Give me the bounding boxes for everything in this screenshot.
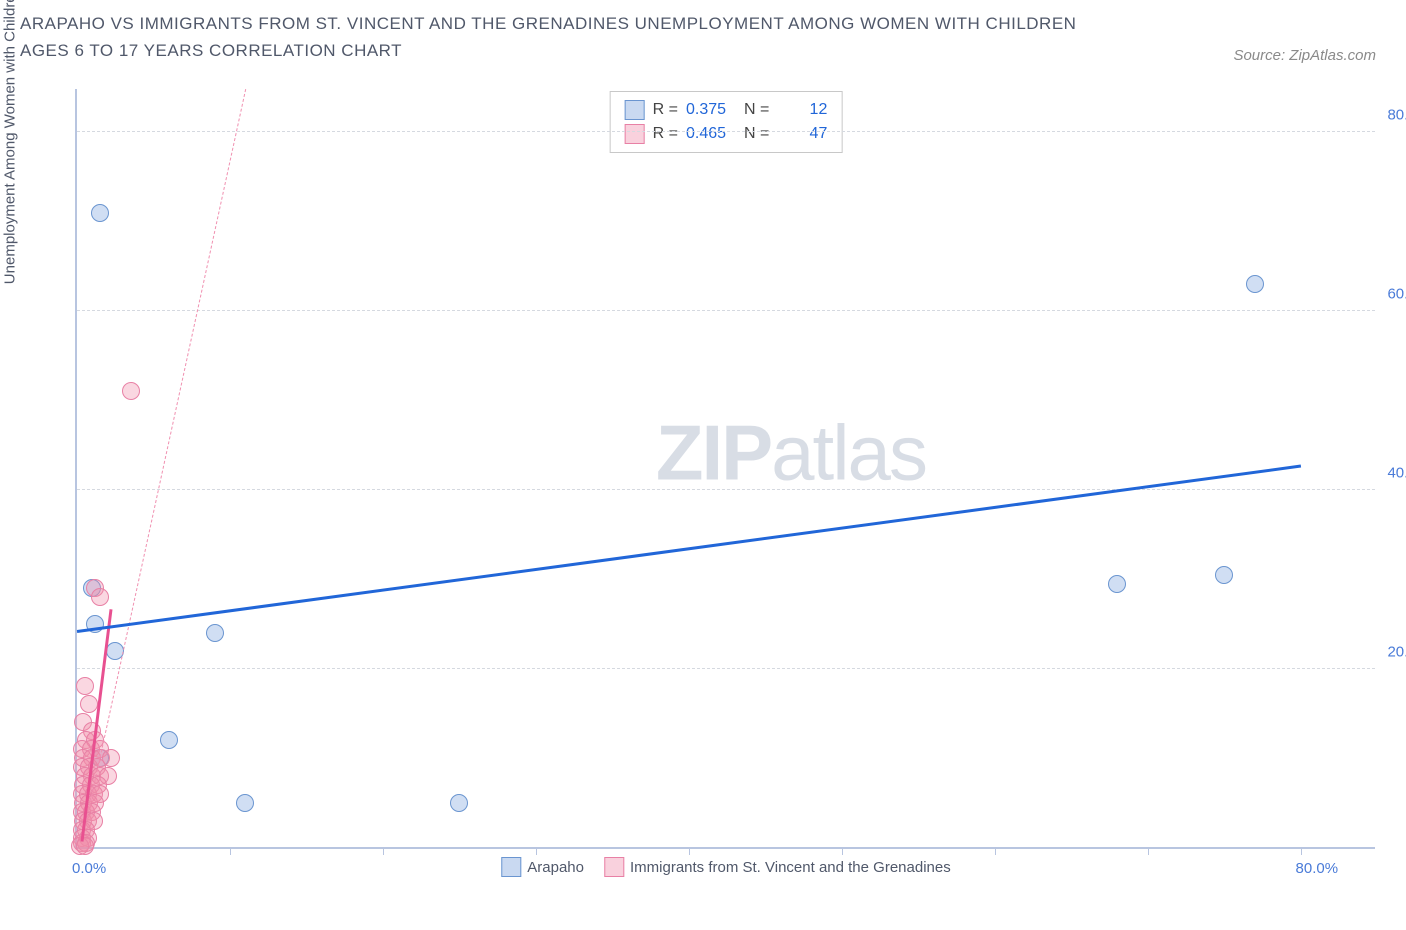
x-tick-mark [842,847,843,855]
scatter-point-immigrants [76,677,94,695]
trendline-arapaho [77,465,1301,633]
x-tick-mark [536,847,537,855]
scatter-point-arapaho [91,204,109,222]
scatter-point-arapaho [1215,566,1233,584]
watermark-light: atlas [771,409,926,497]
source-attribution: Source: ZipAtlas.com [1233,47,1376,64]
y-tick-label: 60.0% [1387,285,1406,302]
legend-label-arapaho: Arapaho [527,859,584,876]
correlation-stats-box: R = 0.375 N = 12 R = 0.465 N = 47 [610,91,843,153]
x-tick-mark [995,847,996,855]
swatch-blue-icon [501,857,521,877]
y-axis-label: Unemployment Among Women with Children A… [2,0,19,285]
r-value-immigrants: 0.465 [686,125,736,143]
legend-item-immigrants: Immigrants from St. Vincent and the Gren… [604,857,951,877]
stats-row-immigrants: R = 0.465 N = 47 [625,122,828,146]
r-value-arapaho: 0.375 [686,101,736,119]
chart-title: ARAPAHO VS IMMIGRANTS FROM ST. VINCENT A… [20,10,1120,64]
x-tick-mark [1301,847,1302,855]
swatch-pink-icon [604,857,624,877]
legend-item-arapaho: Arapaho [501,857,584,877]
trendline-immigrants-dashed [81,90,246,841]
scatter-point-arapaho [1108,575,1126,593]
x-tick-mark [1148,847,1149,855]
scatter-point-immigrants [122,382,140,400]
gridline-h [77,489,1375,490]
x-tick-mark [383,847,384,855]
gridline-h [77,668,1375,669]
r-label: R = [653,101,678,119]
x-tick-label: 0.0% [72,860,106,877]
n-label: N = [744,101,769,119]
bottom-legend: Arapaho Immigrants from St. Vincent and … [501,857,950,877]
plot-area: ZIPatlas R = 0.375 N = 12 R = 0.465 N = … [75,89,1375,849]
watermark: ZIPatlas [656,408,926,499]
chart-header: ARAPAHO VS IMMIGRANTS FROM ST. VINCENT A… [0,0,1406,74]
scatter-point-arapaho [236,794,254,812]
scatter-point-arapaho [160,731,178,749]
x-tick-mark [230,847,231,855]
chart-container: Unemployment Among Women with Children A… [20,74,1390,904]
gridline-h [77,131,1375,132]
n-value-arapaho: 12 [777,101,827,119]
swatch-pink-icon [625,124,645,144]
scatter-point-arapaho [206,624,224,642]
y-tick-label: 80.0% [1387,107,1406,124]
gridline-h [77,310,1375,311]
stats-row-arapaho: R = 0.375 N = 12 [625,98,828,122]
watermark-bold: ZIP [656,409,771,497]
x-tick-mark [689,847,690,855]
scatter-point-arapaho [450,794,468,812]
r-label: R = [653,125,678,143]
y-tick-label: 40.0% [1387,464,1406,481]
y-tick-label: 20.0% [1387,643,1406,660]
n-value-immigrants: 47 [777,125,827,143]
scatter-point-arapaho [1246,275,1264,293]
scatter-point-immigrants [80,695,98,713]
x-tick-label: 80.0% [1296,860,1339,877]
scatter-point-immigrants [76,837,94,855]
swatch-blue-icon [625,100,645,120]
scatter-point-immigrants [91,588,109,606]
n-label: N = [744,125,769,143]
legend-label-immigrants: Immigrants from St. Vincent and the Gren… [630,859,951,876]
